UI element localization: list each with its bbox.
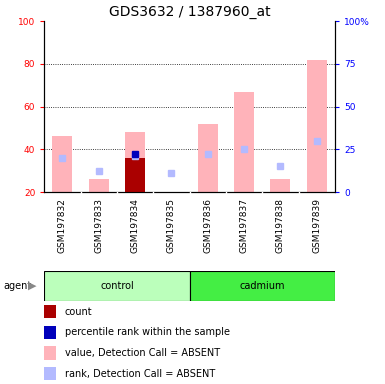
Bar	[270, 179, 290, 192]
Text: GSM197833: GSM197833	[94, 198, 103, 253]
Bar	[52, 136, 72, 192]
Text: count: count	[65, 307, 92, 317]
Text: percentile rank within the sample: percentile rank within the sample	[65, 328, 229, 338]
Text: rank, Detection Call = ABSENT: rank, Detection Call = ABSENT	[65, 369, 215, 379]
Bar	[44, 305, 56, 318]
Text: GSM197832: GSM197832	[58, 198, 67, 253]
Text: GSM197838: GSM197838	[276, 198, 285, 253]
Text: control: control	[100, 281, 134, 291]
Bar	[89, 179, 109, 192]
Bar	[125, 158, 145, 192]
Text: GSM197835: GSM197835	[167, 198, 176, 253]
Bar	[44, 326, 56, 339]
Text: GSM197834: GSM197834	[131, 198, 140, 253]
Bar	[307, 60, 327, 192]
Text: value, Detection Call = ABSENT: value, Detection Call = ABSENT	[65, 348, 220, 358]
Text: ▶: ▶	[28, 281, 36, 291]
Bar	[198, 124, 218, 192]
Bar	[44, 271, 190, 301]
Text: GSM197836: GSM197836	[203, 198, 212, 253]
Bar	[234, 92, 254, 192]
Bar	[190, 271, 335, 301]
Text: cadmium: cadmium	[239, 281, 285, 291]
Text: agent: agent	[4, 281, 32, 291]
Bar	[44, 346, 56, 360]
Text: GSM197839: GSM197839	[312, 198, 321, 253]
Text: GSM197837: GSM197837	[239, 198, 249, 253]
Title: GDS3632 / 1387960_at: GDS3632 / 1387960_at	[109, 5, 270, 19]
Bar	[44, 367, 56, 380]
Bar	[125, 132, 145, 192]
